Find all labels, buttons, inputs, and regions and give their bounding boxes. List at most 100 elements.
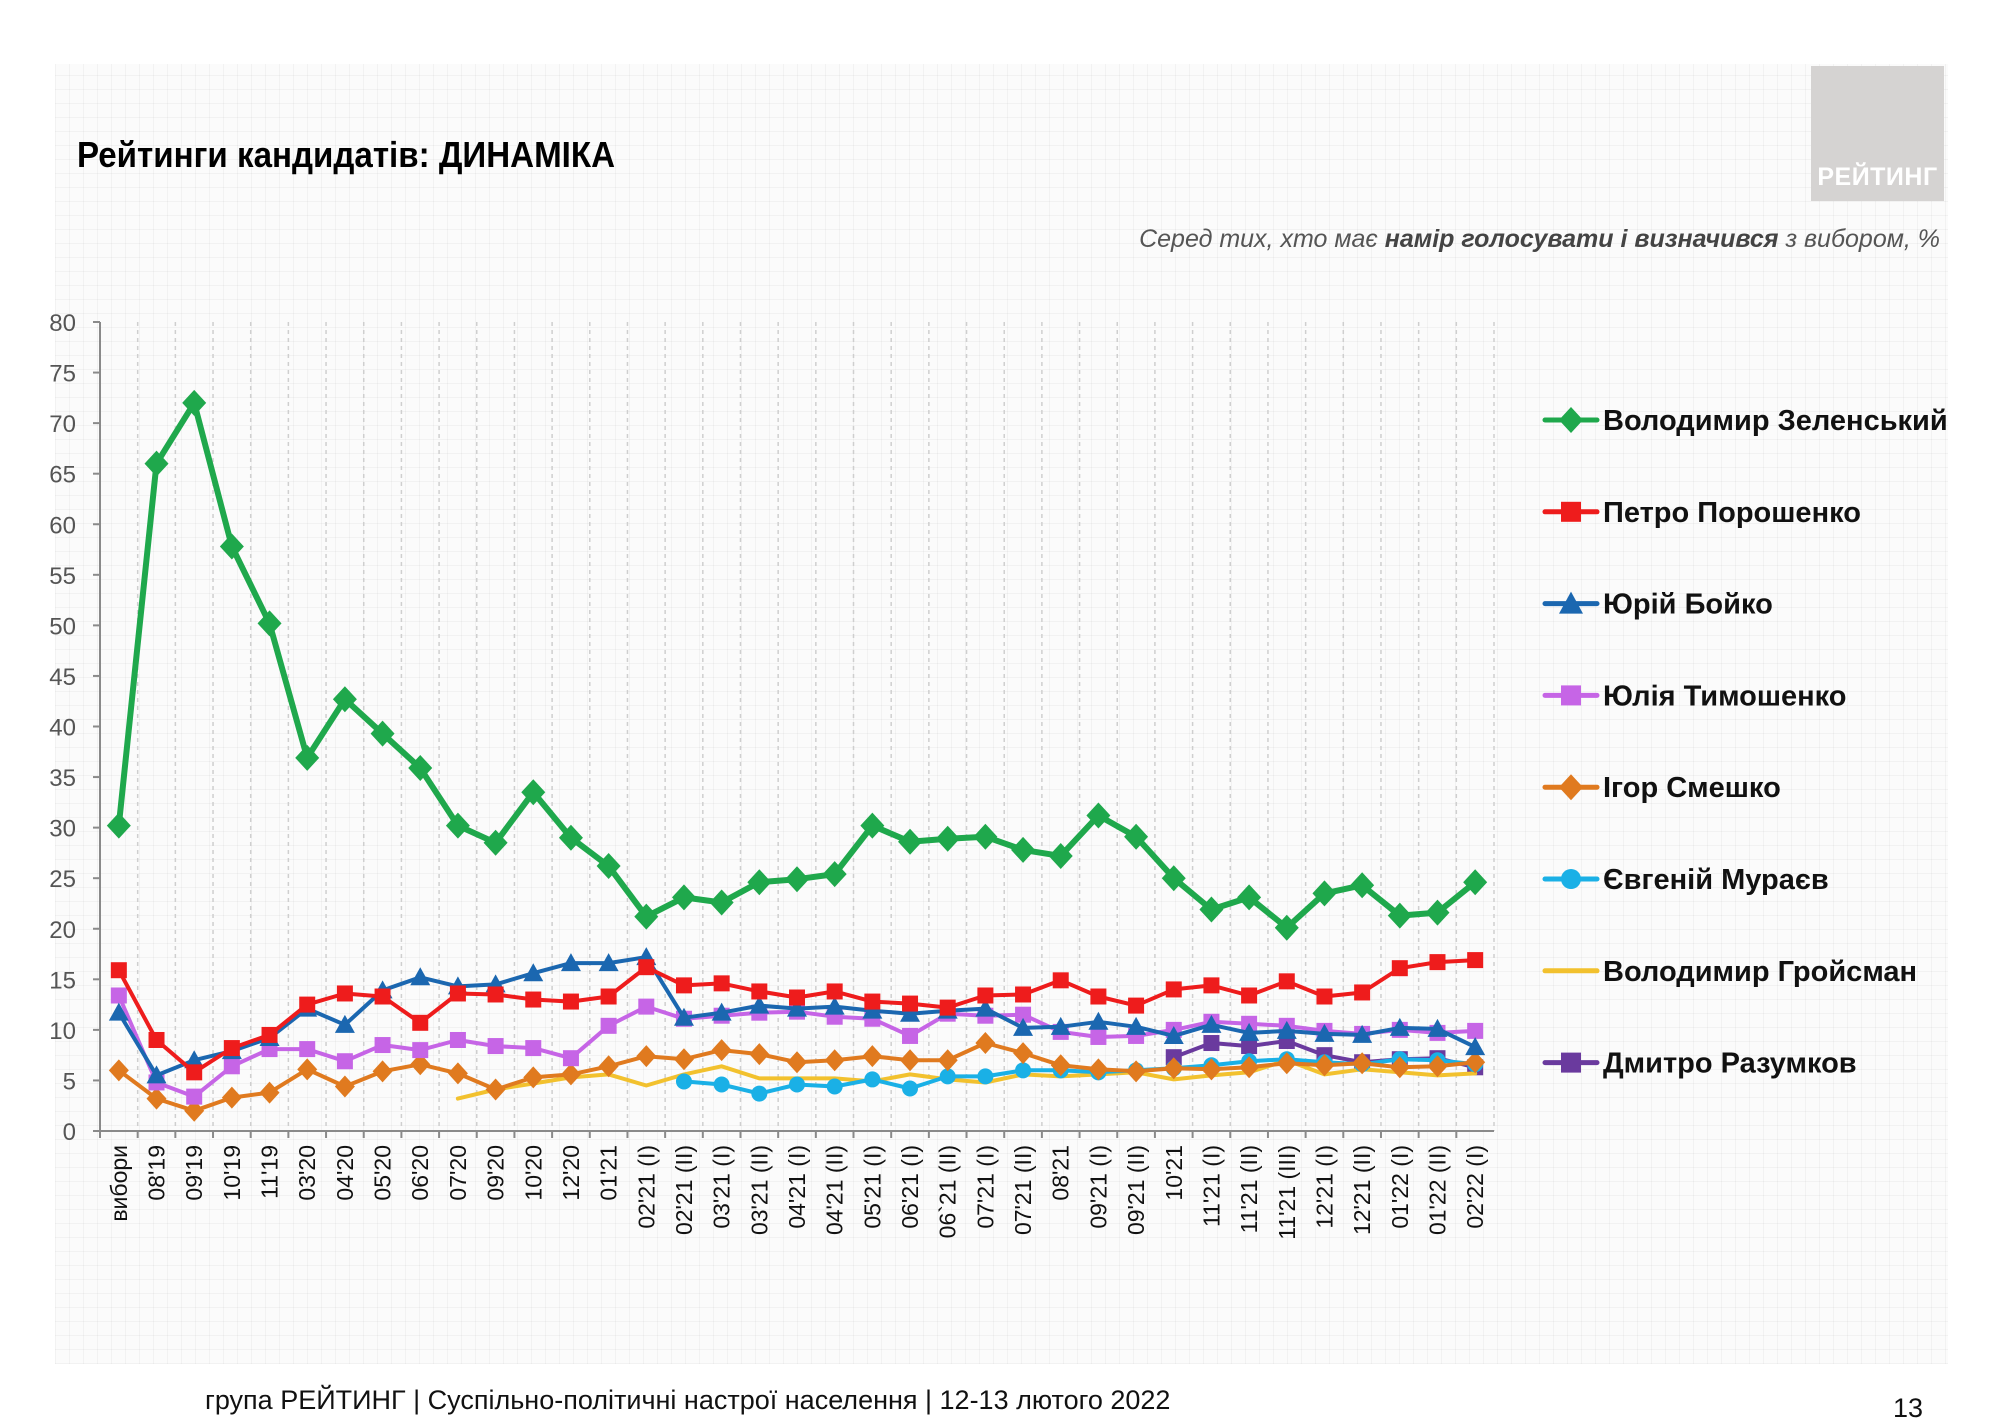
- x-tick-label: 09'21 (I): [1085, 1145, 1111, 1229]
- brand-logo: РЕЙТИНГ: [1811, 66, 1944, 201]
- data-point-square: [487, 986, 504, 1003]
- data-point-square: [789, 989, 805, 1006]
- data-point-triangle: [1559, 591, 1583, 614]
- chart-background-panel: [55, 64, 1948, 1364]
- data-point-square: [110, 962, 127, 979]
- legend-label: Євгеній Мураєв: [1603, 864, 1829, 896]
- x-tick-label: 07'21 (II): [1010, 1145, 1036, 1235]
- series-5: [108, 1032, 1486, 1122]
- x-tick-label: 04'20: [332, 1145, 358, 1201]
- x-tick-label: 12'21 (I): [1311, 1145, 1337, 1229]
- subtitle-part-1: Серед тих, хто має: [1139, 225, 1385, 253]
- data-point-diamond: [1199, 896, 1224, 923]
- data-point-triangle: [1201, 1014, 1222, 1033]
- y-tick-label: 15: [49, 967, 76, 994]
- data-point-diamond: [1314, 1054, 1335, 1077]
- data-point-triangle: [900, 1003, 921, 1022]
- x-tick-label: 12'21 (II): [1349, 1145, 1375, 1235]
- data-point-diamond: [935, 825, 960, 852]
- data-point-triangle: [749, 995, 770, 1014]
- x-tick-label: 06'20: [407, 1145, 433, 1201]
- data-point-triangle: [523, 963, 544, 982]
- legend-label: Володимир Зеленський: [1603, 405, 1948, 437]
- data-point-square: [1015, 1006, 1032, 1023]
- x-tick-label: 02'22 (I): [1462, 1145, 1488, 1229]
- data-point-diamond: [937, 1049, 958, 1072]
- data-point-triangle: [862, 1000, 883, 1019]
- data-point-diamond: [1161, 865, 1186, 892]
- data-point-square: [261, 1026, 278, 1043]
- data-point-diamond: [860, 812, 885, 839]
- data-point-square: [1561, 1052, 1581, 1073]
- data-point-diamond: [408, 754, 433, 781]
- data-point-diamond: [1013, 1042, 1034, 1065]
- data-point-diamond: [673, 1048, 694, 1071]
- legend-entry: Юлія Тимошенко: [1542, 680, 1847, 712]
- data-point-square: [1165, 1049, 1182, 1066]
- y-tick-label: 60: [49, 512, 76, 539]
- data-point-diamond: [297, 1058, 318, 1081]
- x-tick-label: 04'21 (I): [784, 1145, 810, 1229]
- data-point-square: [1561, 685, 1581, 706]
- data-point-triangle: [975, 998, 996, 1017]
- data-point-square: [1165, 981, 1182, 998]
- data-point-diamond: [1559, 407, 1583, 433]
- data-point-square: [525, 991, 542, 1008]
- y-tick-label: 45: [49, 664, 76, 691]
- x-tick-label: 05'21 (I): [859, 1145, 885, 1229]
- x-tick-label: 03'20: [294, 1145, 320, 1201]
- data-point-circle: [713, 1076, 730, 1093]
- x-tick-label: 03'21 (II): [746, 1145, 772, 1235]
- data-point-circle: [675, 1073, 692, 1090]
- data-point-diamond: [523, 1066, 544, 1089]
- x-tick-label: 11'21 (II): [1236, 1145, 1262, 1233]
- data-point-square: [374, 1037, 391, 1054]
- data-point-square: [1241, 987, 1258, 1004]
- data-point-square: [713, 975, 730, 992]
- data-point-diamond: [445, 812, 470, 839]
- data-point-diamond: [747, 869, 772, 896]
- data-point-diamond: [709, 889, 734, 916]
- data-point-square: [336, 985, 353, 1002]
- data-point-triangle: [560, 953, 581, 972]
- data-point-square: [449, 985, 466, 1002]
- page-number: 13: [1893, 1393, 1924, 1423]
- x-tick-label: 03'21 (I): [709, 1145, 735, 1229]
- legend-entry: Євгеній Мураєв: [1542, 864, 1829, 896]
- data-point-diamond: [973, 823, 998, 850]
- data-point-triangle: [1239, 1022, 1260, 1041]
- data-point-square: [638, 959, 655, 976]
- legend-entry: Володимир Гройсман: [1542, 956, 1917, 988]
- data-point-square: [186, 1088, 203, 1105]
- x-tick-label: 07'21 (I): [972, 1145, 998, 1229]
- data-point-triangle: [1013, 1017, 1034, 1036]
- data-point-triangle: [673, 1007, 694, 1026]
- y-tick-label: 5: [63, 1068, 76, 1095]
- data-point-diamond: [1463, 869, 1488, 896]
- data-point-triangle: [787, 998, 807, 1017]
- data-point-square: [412, 1042, 429, 1059]
- data-point-square: [487, 1038, 504, 1055]
- data-point-square: [1316, 988, 1333, 1005]
- y-tick-label: 70: [49, 411, 76, 438]
- data-point-diamond: [334, 1075, 355, 1098]
- data-point-triangle: [824, 996, 845, 1015]
- legend-label: Петро Порошенко: [1603, 497, 1861, 529]
- data-point-square: [1561, 501, 1581, 522]
- data-point-circle: [826, 1078, 843, 1095]
- x-tick-label: 09'19: [181, 1145, 207, 1201]
- x-tick-label: 09'21 (II): [1123, 1145, 1149, 1235]
- data-point-diamond: [1274, 914, 1299, 941]
- data-point-triangle: [1163, 1025, 1184, 1044]
- data-point-diamond: [975, 1032, 996, 1055]
- data-point-square: [600, 1017, 617, 1034]
- y-tick-label: 0: [63, 1119, 76, 1146]
- data-point-square: [1203, 977, 1220, 994]
- data-point-diamond: [483, 829, 508, 856]
- data-point-square: [1467, 952, 1484, 969]
- legend-label: Володимир Гройсман: [1603, 956, 1917, 988]
- x-tick-label: 01'22 (II): [1424, 1145, 1450, 1235]
- data-point-diamond: [787, 1051, 807, 1074]
- data-point-square: [1015, 986, 1032, 1003]
- data-point-triangle: [410, 967, 431, 986]
